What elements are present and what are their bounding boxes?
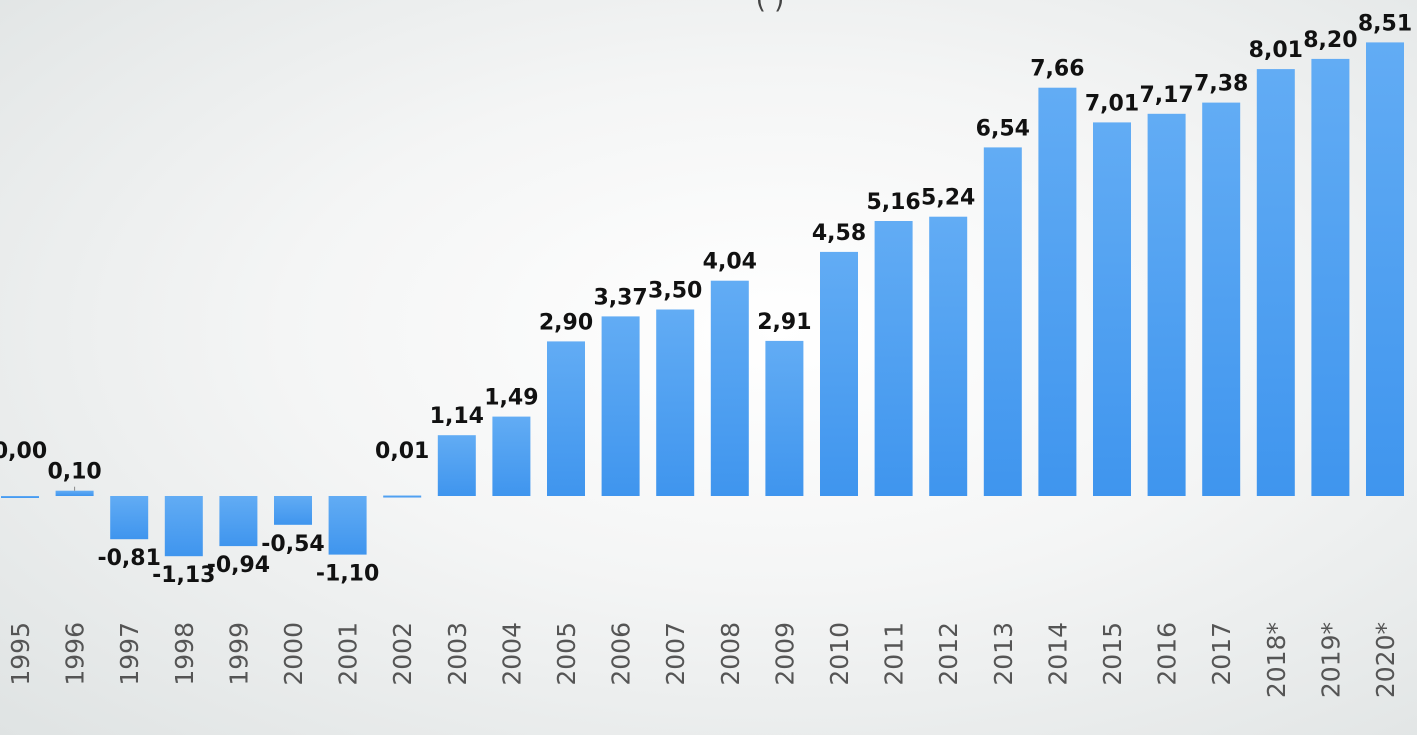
value-label-2005: 2,90: [539, 310, 593, 335]
bar-2000: [274, 496, 312, 525]
chart-title: ( ): [756, 0, 785, 15]
value-label-2009: 2,91: [757, 310, 811, 335]
value-label-2012: 5,24: [921, 186, 975, 211]
tick-label-2000: 2000: [279, 622, 308, 686]
bar-2014: [1038, 87, 1077, 496]
tick-label-2008: 2008: [716, 622, 745, 686]
bar-2016: [1147, 113, 1186, 497]
tick-label-2017: 2017: [1207, 622, 1236, 686]
tick-label-2013: 2013: [989, 622, 1018, 686]
bar-1998: [164, 496, 203, 557]
tick-label-2019*: 2019*: [1316, 622, 1345, 698]
value-label-1998: -1,13: [152, 563, 215, 588]
value-label-2006: 3,37: [593, 285, 647, 310]
bar-2017: [1202, 102, 1241, 496]
bar-2018*: [1256, 69, 1295, 496]
bar-2004: [492, 416, 531, 496]
bar-2006: [601, 316, 640, 496]
tick-label-1998: 1998: [170, 622, 199, 686]
tick-label-2005: 2005: [552, 622, 581, 686]
value-label-2016: 7,17: [1139, 83, 1193, 108]
bar-2009: [765, 340, 804, 496]
tick-label-2012: 2012: [934, 622, 963, 686]
bar-2012: [929, 216, 968, 496]
value-label-2019*: 8,20: [1303, 28, 1357, 53]
bar-2011: [874, 221, 913, 496]
value-label-2010: 4,58: [812, 221, 866, 246]
tick-label-2014: 2014: [1043, 622, 1072, 686]
bar-2007: [656, 309, 695, 496]
bar-2002: [383, 495, 422, 498]
tick-label-2015: 2015: [1098, 622, 1127, 686]
value-label-2001: -1,10: [316, 562, 379, 587]
tick-label-2011: 2011: [880, 622, 909, 686]
value-labels-group: 0,000,10 -0,81-1,13-0,94-0,54 -1,10 0,011,1…: [0, 11, 1412, 588]
value-label-1996: 0,10: [47, 460, 101, 485]
value-label-2003: 1,14: [430, 404, 484, 429]
tick-label-2006: 2006: [607, 622, 636, 686]
bar-1997: [110, 496, 149, 540]
value-label-2007: 3,50: [648, 279, 702, 304]
value-label-2014: 7,66: [1030, 57, 1084, 82]
bar-1996: [55, 490, 94, 496]
value-label-2011: 5,16: [866, 190, 920, 215]
bar-2015: [1093, 122, 1131, 497]
tick-label-2004: 2004: [497, 622, 526, 686]
value-label-1999: -0,94: [207, 553, 270, 578]
bar-2005: [547, 341, 585, 496]
value-label-2020*: 8,51: [1358, 11, 1412, 36]
tick-label-2018*: 2018*: [1262, 622, 1291, 698]
tick-label-2002: 2002: [388, 622, 417, 686]
value-label-2013: 6,54: [976, 116, 1030, 141]
bar-2001: [328, 496, 367, 555]
tick-label-1999: 1999: [224, 622, 253, 686]
tick-label-2020*: 2020*: [1371, 622, 1400, 698]
bars-group: [1, 42, 1404, 557]
bar-2019*: [1311, 58, 1350, 497]
value-label-2017: 7,38: [1194, 72, 1248, 97]
value-label-2015: 7,01: [1085, 91, 1139, 116]
bar-1999: [219, 496, 258, 547]
bar-2013: [983, 147, 1022, 496]
bar-2008: [710, 280, 749, 496]
bar-2020*: [1366, 42, 1404, 497]
tick-label-2010: 2010: [825, 622, 854, 686]
value-label-2000: -0,54: [261, 532, 324, 557]
value-label-2004: 1,49: [484, 386, 538, 411]
tick-label-2016: 2016: [1153, 622, 1182, 686]
value-label-1995: 0,00: [0, 439, 47, 464]
value-label-2018*: 8,01: [1249, 38, 1303, 63]
x-tick-labels-group: 1995 1996 1997 1998 1999 2000 2001 2002 2003 2004…: [6, 622, 1400, 698]
tick-label-1997: 1997: [115, 622, 144, 686]
tick-label-1995: 1995: [6, 622, 35, 686]
bar-2010: [820, 251, 858, 496]
bar-2003: [437, 435, 476, 496]
value-label-1997: -0,81: [97, 546, 160, 571]
tick-label-2003: 2003: [443, 622, 472, 686]
tick-label-2001: 2001: [334, 622, 363, 686]
tick-label-1996: 1996: [61, 622, 90, 686]
tick-label-2009: 2009: [770, 622, 799, 686]
bar-1995: [1, 496, 39, 498]
value-label-2008: 4,04: [703, 250, 757, 275]
tick-label-2007: 2007: [661, 622, 690, 686]
value-label-2002: 0,01: [375, 439, 429, 464]
